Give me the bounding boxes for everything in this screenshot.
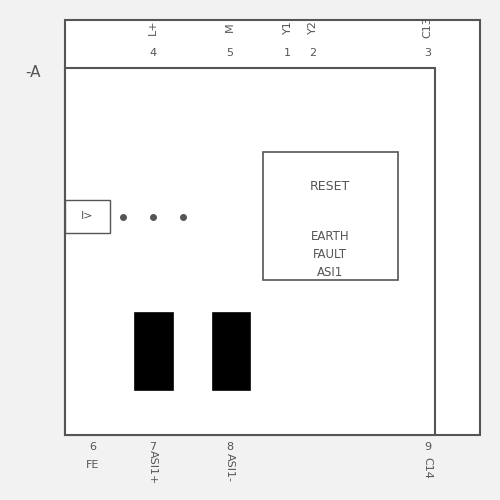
Text: 4: 4 <box>149 48 156 58</box>
Text: 3: 3 <box>424 48 431 58</box>
Text: 8: 8 <box>226 442 234 452</box>
Text: ASI1-: ASI1- <box>225 453 235 482</box>
Text: EARTH
FAULT
ASI1: EARTH FAULT ASI1 <box>310 230 350 279</box>
Text: Y1: Y1 <box>282 20 292 34</box>
Text: -A: -A <box>25 65 40 80</box>
Text: C13: C13 <box>422 16 432 38</box>
Text: 7: 7 <box>149 442 156 452</box>
Bar <box>135 312 172 390</box>
Text: FE: FE <box>86 460 99 470</box>
Text: ASI1+: ASI1+ <box>148 450 158 484</box>
Text: 2: 2 <box>309 48 316 58</box>
Bar <box>262 152 398 280</box>
Text: M: M <box>225 22 235 32</box>
Text: Y2: Y2 <box>308 20 318 34</box>
Bar <box>65 68 435 435</box>
Text: C14: C14 <box>422 456 432 478</box>
Bar <box>65 200 110 232</box>
Bar <box>65 20 480 435</box>
Text: RESET: RESET <box>310 180 350 194</box>
Text: 6: 6 <box>89 442 96 452</box>
Text: 9: 9 <box>424 442 431 452</box>
Text: I>: I> <box>81 211 94 221</box>
Text: 5: 5 <box>226 48 234 58</box>
Bar <box>212 312 250 390</box>
Text: L+: L+ <box>148 20 158 36</box>
Text: 1: 1 <box>284 48 291 58</box>
